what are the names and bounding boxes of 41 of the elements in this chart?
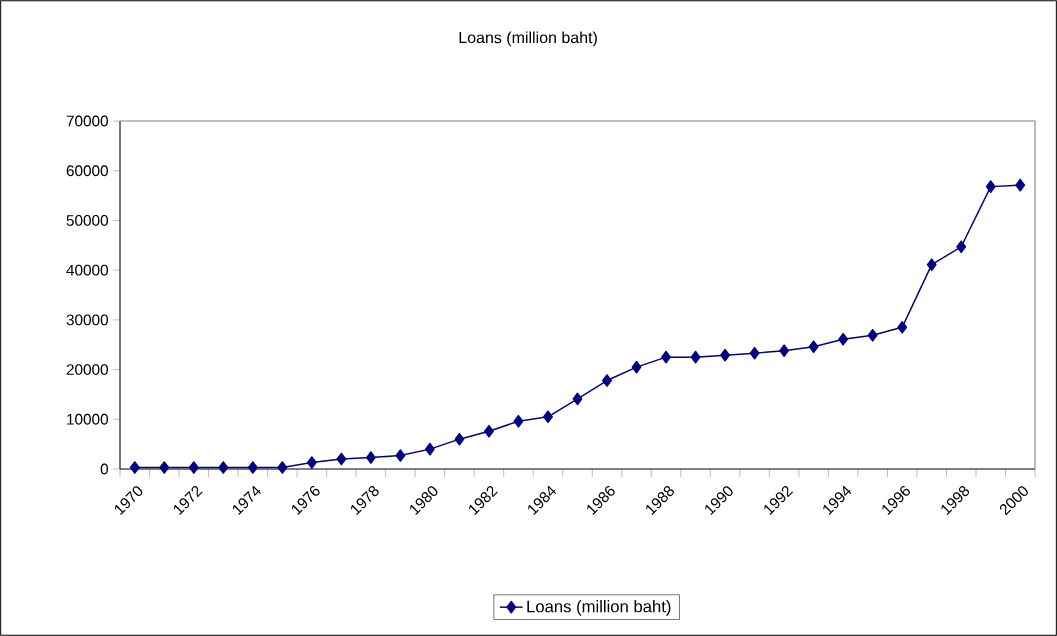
point — [129, 461, 140, 474]
point — [926, 258, 937, 272]
y-tick-label: 20000 — [66, 364, 109, 375]
point — [749, 346, 760, 360]
y-tick-label: 30000 — [66, 314, 109, 326]
point — [867, 328, 878, 342]
legend-label: Loans (million baht) — [527, 600, 671, 616]
point — [454, 432, 465, 446]
point — [661, 350, 671, 364]
y-tick-label: 10000 — [67, 413, 109, 425]
point — [897, 320, 908, 334]
point — [602, 374, 612, 387]
point — [779, 344, 790, 358]
point — [424, 442, 435, 456]
y-tick-label: 0 — [100, 463, 109, 475]
point — [631, 360, 642, 374]
point — [336, 452, 347, 466]
point — [247, 461, 258, 474]
point — [277, 461, 288, 474]
point — [395, 449, 406, 462]
point — [720, 348, 731, 362]
point — [484, 424, 494, 438]
point — [513, 414, 524, 428]
point — [159, 461, 170, 474]
y-tick-label: 40000 — [66, 264, 109, 276]
y-tick-label: 50000 — [66, 215, 109, 226]
point — [808, 340, 819, 354]
point — [572, 392, 583, 406]
y-tick-label: 70000 — [66, 115, 109, 127]
point — [365, 451, 376, 464]
point — [956, 240, 967, 254]
point — [985, 180, 996, 193]
chart-title: Loans (million baht) — [459, 31, 597, 47]
point — [690, 350, 701, 364]
y-tick-label: 60000 — [66, 165, 109, 177]
point — [218, 461, 229, 474]
point — [188, 461, 199, 474]
point — [838, 332, 849, 346]
point — [543, 410, 553, 424]
point — [306, 456, 317, 469]
point — [1015, 178, 1026, 192]
